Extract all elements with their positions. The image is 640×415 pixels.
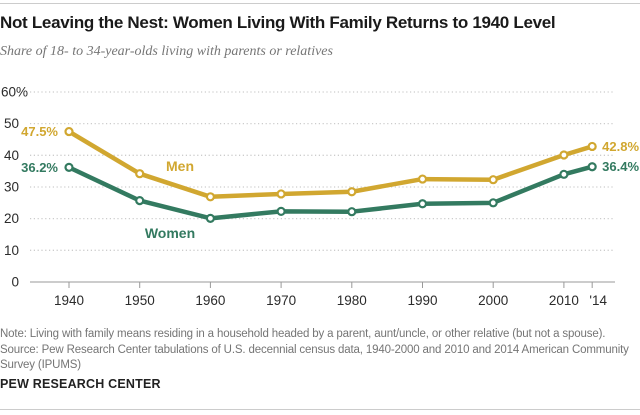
- men-data-point-marker: [417, 174, 428, 184]
- chart-subtitle: Share of 18- to 34-year-olds living with…: [0, 44, 333, 59]
- men-last-value-label: 42.8%: [602, 139, 639, 154]
- men-data-point-marker: [205, 192, 215, 202]
- men-data-point-marker: [64, 126, 74, 137]
- men-data-point-marker: [276, 189, 286, 199]
- men-data-point-marker: [347, 187, 357, 197]
- top-divider: [0, 3, 640, 4]
- y-axis-tick-label: 10: [4, 243, 19, 258]
- x-axis-tick-label: 1940: [54, 293, 84, 308]
- pew-research-center-wordmark: PEW RESEARCH CENTER: [0, 377, 161, 391]
- x-axis-tick-label: '14: [589, 293, 607, 308]
- y-axis-tick-label: 20: [4, 211, 19, 226]
- women-first-value-label: 36.2%: [21, 160, 58, 175]
- bottom-divider: [0, 409, 640, 410]
- y-axis-tick-label: 0: [11, 275, 19, 290]
- men-first-value-label: 47.5%: [21, 124, 58, 139]
- note-text: Note: Living with family means residing …: [0, 328, 606, 340]
- x-axis-tick-label: 1950: [125, 293, 155, 308]
- women-data-point-marker: [488, 198, 498, 208]
- chart-title: Not Leaving the Nest: Women Living With …: [0, 13, 556, 32]
- y-axis-tick-label: 60%: [1, 85, 28, 99]
- men-data-point-marker: [587, 141, 597, 152]
- men-data-point-marker: [559, 150, 569, 160]
- x-axis-tick-label: 1970: [266, 293, 296, 308]
- women-data-point-marker: [205, 213, 215, 223]
- women-data-point-marker: [64, 162, 74, 172]
- women-data-point-marker: [276, 206, 286, 216]
- women-data-point-marker: [347, 207, 357, 217]
- x-axis-tick-label: 2010: [549, 293, 579, 308]
- x-axis-tick-label: 1960: [195, 293, 225, 308]
- men-data-point-marker: [135, 169, 145, 179]
- men-data-point-marker: [488, 175, 498, 185]
- x-axis-tick-label: 2000: [478, 293, 508, 308]
- x-axis-tick-label: 1980: [337, 293, 367, 308]
- footer-notes: Note: Living with family means residing …: [0, 327, 640, 374]
- y-axis-tick-label: 40: [4, 148, 19, 163]
- women-data-point-marker: [135, 196, 145, 206]
- x-axis-tick-label: 1990: [407, 293, 437, 308]
- women-data-point-marker: [559, 169, 569, 179]
- women-data-point-marker: [587, 162, 597, 172]
- women-last-value-label: 36.4%: [602, 159, 639, 174]
- y-axis-tick-label: 50: [4, 116, 19, 131]
- women-data-point-marker: [417, 199, 428, 209]
- y-axis-tick-label: 30: [4, 179, 19, 194]
- source-text: Source: Pew Research Center tabulations …: [0, 343, 629, 372]
- women-series-label: Women: [145, 225, 195, 241]
- men-series-label: Men: [166, 158, 194, 174]
